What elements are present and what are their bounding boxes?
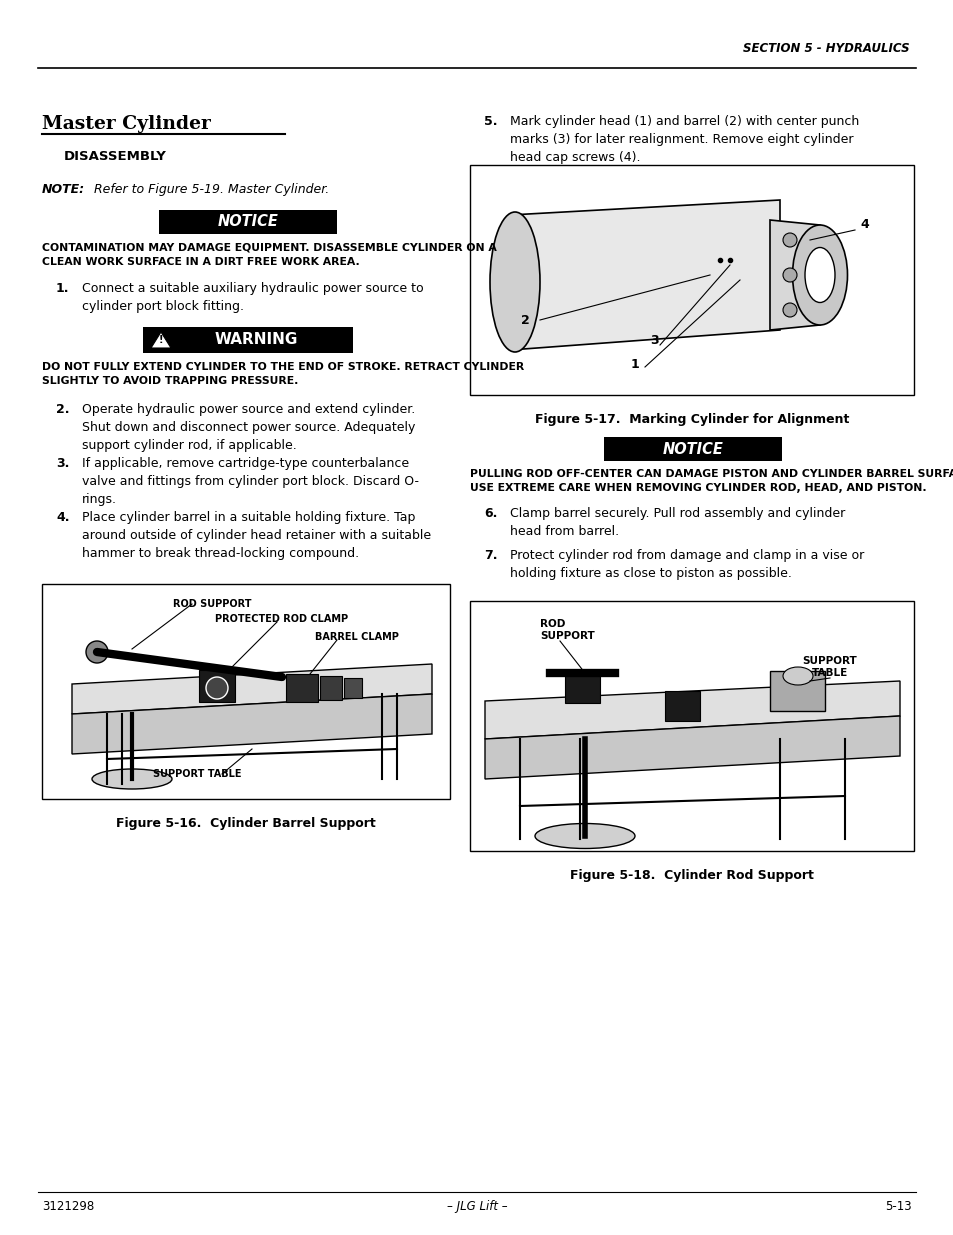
Text: !: !: [158, 335, 163, 345]
Text: SECTION 5 - HYDRAULICS: SECTION 5 - HYDRAULICS: [742, 42, 909, 56]
Text: Figure 5-18.  Cylinder Rod Support: Figure 5-18. Cylinder Rod Support: [570, 869, 813, 882]
Text: – JLG Lift –: – JLG Lift –: [446, 1200, 507, 1213]
Text: PROTECTED ROD CLAMP: PROTECTED ROD CLAMP: [215, 614, 348, 624]
Text: WARNING: WARNING: [214, 332, 297, 347]
Text: 1.: 1.: [56, 282, 70, 295]
Text: ROD SUPPORT: ROD SUPPORT: [172, 599, 251, 609]
Polygon shape: [484, 716, 899, 779]
Text: 4.: 4.: [56, 511, 70, 524]
Bar: [470, 601, 913, 851]
Bar: [199, 671, 234, 701]
Circle shape: [206, 677, 228, 699]
Text: Place cylinder barrel in a suitable holding fixture. Tap
around outside of cylin: Place cylinder barrel in a suitable hold…: [82, 511, 431, 559]
Polygon shape: [484, 680, 899, 739]
Text: 3: 3: [650, 333, 659, 347]
Circle shape: [782, 233, 796, 247]
Text: 3.: 3.: [56, 457, 70, 471]
Ellipse shape: [535, 824, 635, 848]
Bar: [470, 165, 913, 395]
Text: 5.: 5.: [483, 115, 497, 128]
Polygon shape: [769, 220, 820, 330]
Ellipse shape: [86, 641, 108, 663]
Text: Refer to Figure 5-19. Master Cylinder.: Refer to Figure 5-19. Master Cylinder.: [94, 183, 329, 196]
Polygon shape: [151, 332, 171, 348]
Text: 2: 2: [520, 314, 529, 326]
Text: 4: 4: [860, 219, 868, 231]
Ellipse shape: [490, 212, 539, 352]
Bar: [159, 210, 336, 233]
Circle shape: [782, 303, 796, 317]
Text: 3121298: 3121298: [42, 1200, 94, 1213]
Text: 2.: 2.: [56, 403, 70, 416]
Bar: [143, 327, 353, 353]
Ellipse shape: [792, 225, 846, 325]
Polygon shape: [71, 664, 432, 714]
Text: 7.: 7.: [483, 550, 497, 562]
Text: Connect a suitable auxiliary hydraulic power source to
cylinder port block fitti: Connect a suitable auxiliary hydraulic p…: [82, 282, 423, 312]
Text: SUPPORT
TABLE: SUPPORT TABLE: [801, 656, 857, 678]
Polygon shape: [510, 200, 780, 350]
Text: USE EXTREME CARE WHEN REMOVING CYLINDER ROD, HEAD, AND PISTON.: USE EXTREME CARE WHEN REMOVING CYLINDER …: [470, 483, 925, 493]
Bar: [769, 671, 824, 711]
Text: Clamp barrel securely. Pull rod assembly and cylinder
head from barrel.: Clamp barrel securely. Pull rod assembly…: [510, 508, 844, 538]
Bar: [664, 692, 700, 721]
Bar: [564, 673, 599, 703]
Text: ROD
SUPPORT: ROD SUPPORT: [539, 619, 594, 641]
Bar: [42, 584, 450, 799]
Text: SLIGHTLY TO AVOID TRAPPING PRESSURE.: SLIGHTLY TO AVOID TRAPPING PRESSURE.: [42, 375, 298, 387]
Text: Operate hydraulic power source and extend cylinder.
Shut down and disconnect pow: Operate hydraulic power source and exten…: [82, 403, 415, 452]
Text: PULLING ROD OFF-CENTER CAN DAMAGE PISTON AND CYLINDER BARREL SURFACES.: PULLING ROD OFF-CENTER CAN DAMAGE PISTON…: [470, 469, 953, 479]
Text: SUPPORT TABLE: SUPPORT TABLE: [152, 769, 241, 779]
Ellipse shape: [91, 769, 172, 789]
Bar: [603, 437, 781, 461]
Polygon shape: [71, 694, 432, 755]
Circle shape: [782, 268, 796, 282]
Bar: [286, 674, 317, 701]
Bar: [344, 678, 361, 698]
Text: NOTICE: NOTICE: [662, 441, 722, 457]
Bar: [319, 676, 341, 700]
Text: Figure 5-16.  Cylinder Barrel Support: Figure 5-16. Cylinder Barrel Support: [116, 818, 375, 830]
Text: CONTAMINATION MAY DAMAGE EQUIPMENT. DISASSEMBLE CYLINDER ON A: CONTAMINATION MAY DAMAGE EQUIPMENT. DISA…: [42, 243, 497, 253]
Text: NOTE:: NOTE:: [42, 183, 85, 196]
Text: CLEAN WORK SURFACE IN A DIRT FREE WORK AREA.: CLEAN WORK SURFACE IN A DIRT FREE WORK A…: [42, 257, 359, 267]
Text: Figure 5-17.  Marking Cylinder for Alignment: Figure 5-17. Marking Cylinder for Alignm…: [535, 412, 848, 426]
Text: BARREL CLAMP: BARREL CLAMP: [314, 632, 398, 642]
Text: Mark cylinder head (1) and barrel (2) with center punch
marks (3) for later real: Mark cylinder head (1) and barrel (2) wi…: [510, 115, 859, 164]
Text: If applicable, remove cartridge-type counterbalance
valve and fittings from cyli: If applicable, remove cartridge-type cou…: [82, 457, 418, 506]
Text: DISASSEMBLY: DISASSEMBLY: [64, 149, 167, 163]
Text: Master Cylinder: Master Cylinder: [42, 115, 211, 133]
Ellipse shape: [782, 667, 812, 685]
Text: Protect cylinder rod from damage and clamp in a vise or
holding fixture as close: Protect cylinder rod from damage and cla…: [510, 550, 863, 580]
Text: 6.: 6.: [483, 508, 497, 520]
Ellipse shape: [804, 247, 834, 303]
Text: 5-13: 5-13: [884, 1200, 911, 1213]
Text: 1: 1: [630, 358, 639, 372]
Text: DO NOT FULLY EXTEND CYLINDER TO THE END OF STROKE. RETRACT CYLINDER: DO NOT FULLY EXTEND CYLINDER TO THE END …: [42, 362, 524, 372]
Text: NOTICE: NOTICE: [217, 215, 278, 230]
